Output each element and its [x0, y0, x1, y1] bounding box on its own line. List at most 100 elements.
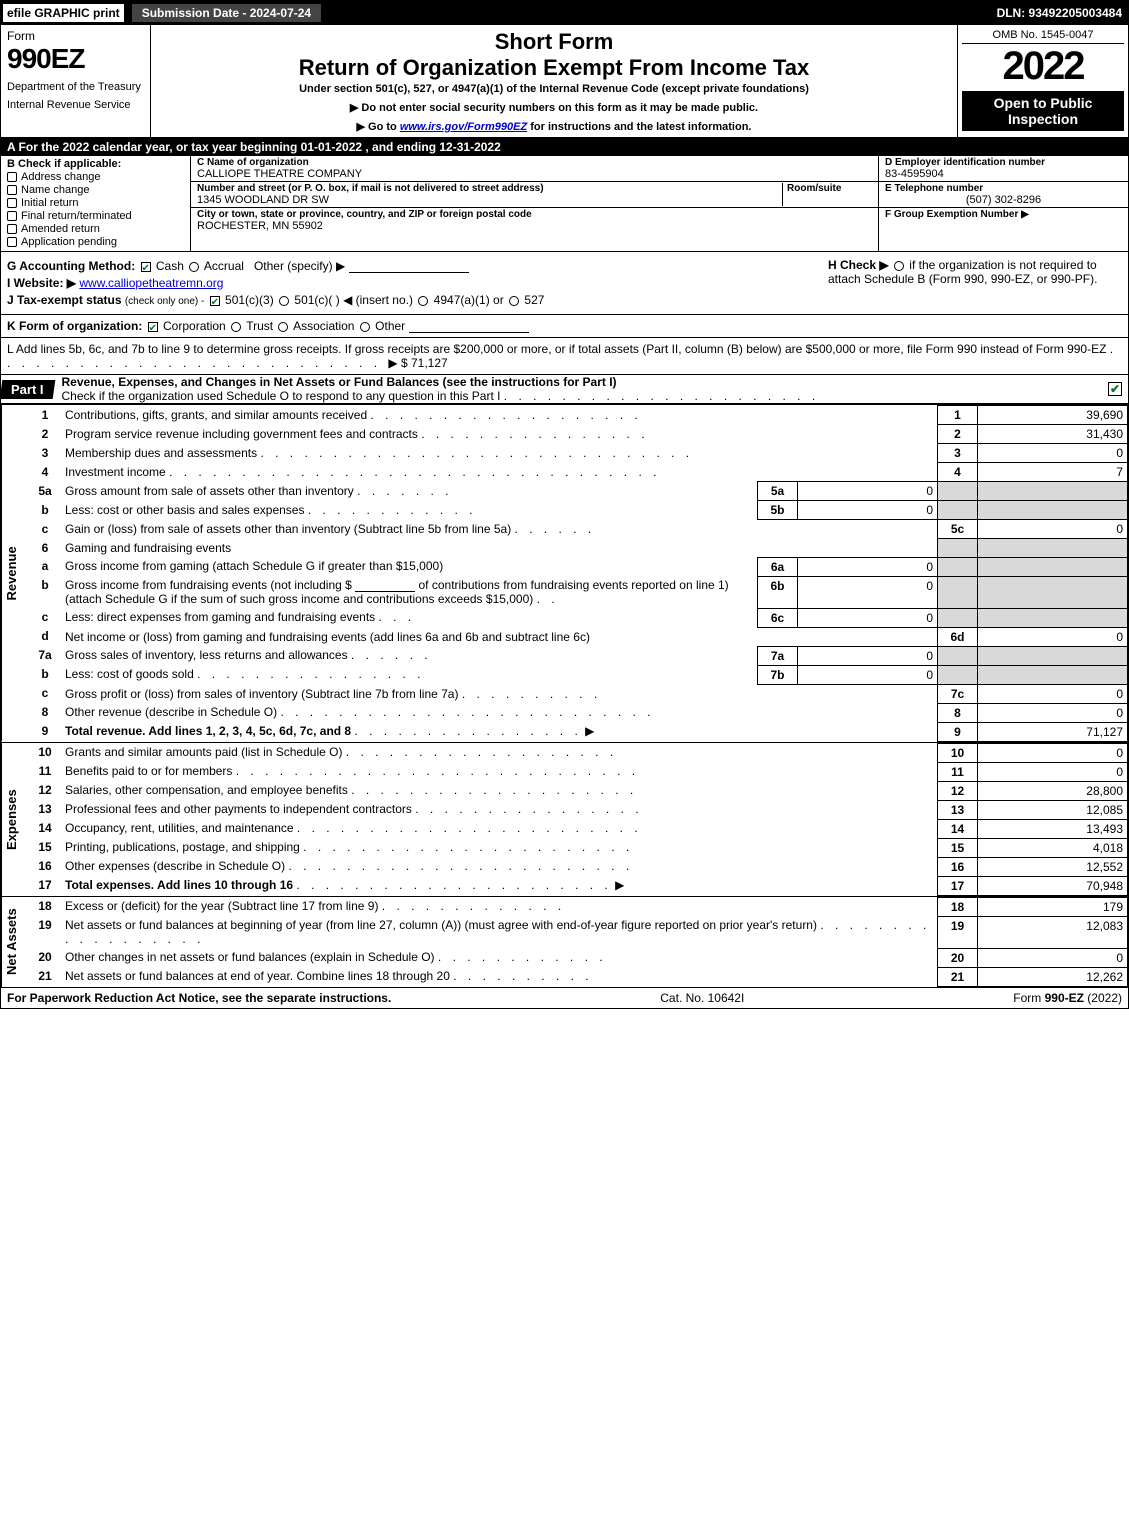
revenue-section: Revenue 1 Contributions, gifts, grants, … — [1, 404, 1128, 742]
revenue-table: 1 Contributions, gifts, grants, and simi… — [29, 405, 1128, 742]
k-other-checkbox[interactable] — [360, 322, 370, 332]
h-checkbox[interactable] — [894, 261, 904, 271]
line-7c: c Gross profit or (loss) from sales of i… — [29, 684, 1128, 703]
line-1: 1 Contributions, gifts, grants, and simi… — [29, 406, 1128, 425]
cb-initial-return[interactable]: Initial return — [7, 197, 184, 209]
short-form-title: Short Form — [157, 29, 951, 55]
line-6: 6 Gaming and fundraising events — [29, 539, 1128, 558]
irs-label: Internal Revenue Service — [7, 99, 144, 111]
line-17: 17Total expenses. Add lines 10 through 1… — [29, 876, 1128, 895]
k-trust-checkbox[interactable] — [231, 322, 241, 332]
netassets-table: 18Excess or (deficit) for the year (Subt… — [29, 897, 1128, 987]
line-10: 10Grants and similar amounts paid (list … — [29, 743, 1128, 762]
part1-header: Part I Revenue, Expenses, and Changes in… — [1, 374, 1128, 404]
k-association-checkbox[interactable] — [278, 322, 288, 332]
line-19: 19Net assets or fund balances at beginni… — [29, 916, 1128, 948]
line-6a: a Gross income from gaming (attach Sched… — [29, 557, 1128, 576]
line-14: 14Occupancy, rent, utilities, and mainte… — [29, 819, 1128, 838]
line-4: 4 Investment income . . . . . . . . . . … — [29, 463, 1128, 482]
line-15: 15Printing, publications, postage, and s… — [29, 838, 1128, 857]
dln-label: DLN: 93492205003484 — [997, 6, 1128, 20]
phone-value: (507) 302-8296 — [885, 194, 1122, 206]
cb-amended-return[interactable]: Amended return — [7, 223, 184, 235]
gross-receipts-value: 71,127 — [411, 356, 448, 370]
form-word: Form — [7, 29, 144, 43]
section-b: B Check if applicable: Address change Na… — [1, 156, 191, 251]
goto-suffix: for instructions and the latest informat… — [530, 121, 751, 133]
k-corporation-checkbox[interactable] — [148, 322, 158, 332]
g-other-blank[interactable] — [349, 261, 469, 273]
line-20: 20Other changes in net assets or fund ba… — [29, 948, 1128, 967]
group-exemption-cell: F Group Exemption Number ▶ — [879, 208, 1128, 221]
netassets-side-label: Net Assets — [1, 897, 21, 987]
j-501c3-checkbox[interactable] — [210, 296, 220, 306]
expenses-table: 10Grants and similar amounts paid (list … — [29, 743, 1128, 896]
section-c: C Name of organization CALLIOPE THEATRE … — [191, 156, 878, 251]
org-name-cell: C Name of organization CALLIOPE THEATRE … — [191, 156, 878, 182]
revenue-side-label: Revenue — [1, 405, 21, 742]
goto-prefix: ▶ Go to — [357, 121, 400, 133]
ein-cell: D Employer identification number 83-4595… — [879, 156, 1128, 182]
section-h: H Check ▶ if the organization is not req… — [822, 252, 1122, 292]
irs-link[interactable]: www.irs.gov/Form990EZ — [400, 121, 527, 133]
goto-line: ▶ Go to www.irs.gov/Form990EZ for instru… — [157, 120, 951, 133]
line-8: 8 Other revenue (describe in Schedule O)… — [29, 703, 1128, 722]
line-18: 18Excess or (deficit) for the year (Subt… — [29, 897, 1128, 916]
return-title: Return of Organization Exempt From Incom… — [157, 55, 951, 81]
ssn-warning: ▶ Do not enter social security numbers o… — [157, 101, 951, 114]
line-7b: b Less: cost of goods sold . . . . . . .… — [29, 665, 1128, 684]
expenses-section: Expenses 10Grants and similar amounts pa… — [1, 742, 1128, 896]
cb-application-pending[interactable]: Application pending — [7, 236, 184, 248]
k-other-blank[interactable] — [409, 321, 529, 333]
j-4947-checkbox[interactable] — [418, 296, 428, 306]
dept-treasury: Department of the Treasury — [7, 81, 144, 93]
tax-year: 2022 — [962, 44, 1124, 89]
line-7a: 7a Gross sales of inventory, less return… — [29, 646, 1128, 665]
efile-print-badge: efile GRAPHIC print — [1, 2, 126, 24]
line-6b: b Gross income from fundraising events (… — [29, 576, 1128, 608]
header-right: OMB No. 1545-0047 2022 Open to Public In… — [958, 25, 1128, 137]
j-501c-checkbox[interactable] — [279, 296, 289, 306]
line-9: 9 Total revenue. Add lines 1, 2, 3, 4, 5… — [29, 722, 1128, 741]
g-cash-checkbox[interactable] — [141, 262, 151, 272]
header-left: Form 990EZ Department of the Treasury In… — [1, 25, 151, 137]
line-3: 3 Membership dues and assessments . . . … — [29, 444, 1128, 463]
section-def: D Employer identification number 83-4595… — [878, 156, 1128, 251]
line-12: 12Salaries, other compensation, and empl… — [29, 781, 1128, 800]
part1-title: Revenue, Expenses, and Changes in Net As… — [62, 375, 1108, 403]
omb-number: OMB No. 1545-0047 — [962, 29, 1124, 44]
line-6d: d Net income or (loss) from gaming and f… — [29, 627, 1128, 646]
line-13: 13Professional fees and other payments t… — [29, 800, 1128, 819]
j-527-checkbox[interactable] — [509, 296, 519, 306]
ein-value: 83-4595904 — [885, 168, 1122, 180]
line-a-tax-year: A For the 2022 calendar year, or tax yea… — [1, 138, 1128, 156]
phone-cell: E Telephone number (507) 302-8296 — [879, 182, 1128, 208]
org-info-block: B Check if applicable: Address change Na… — [1, 156, 1128, 251]
part1-schedule-o-checkbox[interactable] — [1108, 382, 1122, 396]
header-subtitle: Under section 501(c), 527, or 4947(a)(1)… — [157, 83, 951, 95]
expenses-side-label: Expenses — [1, 743, 21, 896]
net-assets-section: Net Assets 18Excess or (deficit) for the… — [1, 896, 1128, 987]
line-6c: c Less: direct expenses from gaming and … — [29, 608, 1128, 627]
cb-final-return[interactable]: Final return/terminated — [7, 210, 184, 222]
cb-name-change[interactable]: Name change — [7, 184, 184, 196]
g-through-l: H Check ▶ if the organization is not req… — [1, 251, 1128, 314]
b-label: B Check if applicable: — [7, 158, 184, 170]
form-990ez-page: efile GRAPHIC print Submission Date - 20… — [0, 0, 1129, 1009]
website-link[interactable]: www.calliopetheatremn.org — [79, 276, 223, 290]
line-5b: b Less: cost or other basis and sales ex… — [29, 501, 1128, 520]
efile-print-label: efile GRAPHIC print — [7, 6, 120, 20]
line-11: 11Benefits paid to or for members . . . … — [29, 762, 1128, 781]
cb-address-change[interactable]: Address change — [7, 171, 184, 183]
form-header: Form 990EZ Department of the Treasury In… — [1, 25, 1128, 138]
org-city-cell: City or town, state or province, country… — [191, 208, 878, 233]
line-16: 16Other expenses (describe in Schedule O… — [29, 857, 1128, 876]
submission-date-badge: Submission Date - 2024-07-24 — [130, 2, 323, 24]
open-public-badge: Open to Public Inspection — [962, 91, 1124, 131]
part1-tag: Part I — [0, 380, 55, 399]
footer-center: Cat. No. 10642I — [391, 991, 1013, 1005]
form-number: 990EZ — [7, 43, 144, 75]
g-accrual-checkbox[interactable] — [189, 262, 199, 272]
line-5c: c Gain or (loss) from sale of assets oth… — [29, 520, 1128, 539]
header-center: Short Form Return of Organization Exempt… — [151, 25, 958, 137]
